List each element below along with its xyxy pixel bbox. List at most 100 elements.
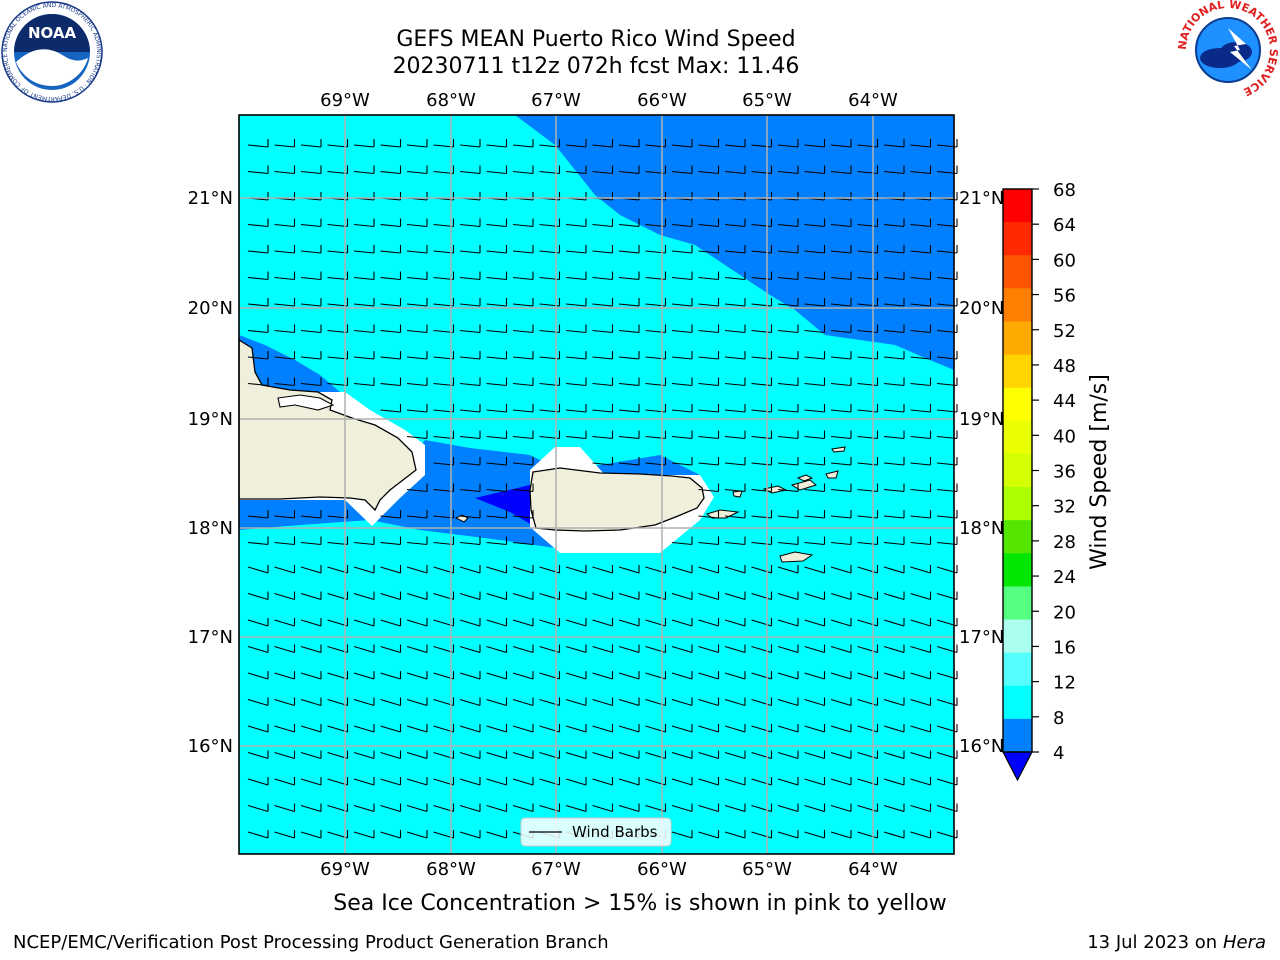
wind-barb <box>804 483 826 493</box>
wind-barb <box>910 618 932 627</box>
wind-barb <box>592 750 614 760</box>
colorbar-tick-label: 64 <box>1053 215 1076 236</box>
anegada-island <box>831 446 846 453</box>
colorbar-segment <box>1003 487 1032 521</box>
wind-barb <box>857 697 879 707</box>
wind-barb <box>459 430 481 440</box>
wind-barb <box>724 218 746 228</box>
wind-barb <box>618 803 640 813</box>
wind-barb <box>459 750 481 760</box>
wind-barb <box>592 218 614 228</box>
wind-barb <box>883 671 905 680</box>
wind-barb <box>380 324 402 334</box>
latitude-label: 16°N <box>188 736 233 757</box>
wind-barb <box>777 483 799 493</box>
wind-barb <box>857 536 879 546</box>
wind-barb <box>830 298 852 307</box>
wind-barb <box>247 298 269 307</box>
wind-barb <box>565 271 587 281</box>
wind-barb <box>380 271 402 281</box>
wind-barb <box>247 750 269 760</box>
wind-barb <box>274 351 296 360</box>
virgin-islands-virgin-gorda <box>825 470 839 479</box>
wind-barb <box>804 671 826 680</box>
wind-barb <box>512 618 534 627</box>
wind-barb <box>327 245 349 254</box>
wind-barb <box>512 271 534 281</box>
hispaniola-land <box>238 338 417 512</box>
wind-barb <box>406 245 428 254</box>
wind-barb <box>406 404 428 413</box>
wind-barb <box>486 644 508 654</box>
wind-barb <box>433 139 455 148</box>
wind-barb <box>910 351 932 360</box>
wind-barbs-layer <box>247 139 958 839</box>
wind-barb <box>406 777 428 786</box>
wind-barb <box>433 644 455 654</box>
wind-barb <box>512 803 534 813</box>
colorbar-tick-label: 20 <box>1053 602 1076 623</box>
wind-barb <box>512 644 534 654</box>
wind-barb <box>327 644 349 654</box>
wind-barb <box>830 697 852 707</box>
wind-barb <box>565 298 587 307</box>
wind-barb <box>459 830 481 839</box>
wind-barb <box>274 139 296 148</box>
wind-barb <box>406 644 428 654</box>
wind-barb <box>247 830 269 839</box>
wind-barb <box>380 351 402 360</box>
wind-barb <box>671 271 693 281</box>
latitude-label: 18°N <box>188 518 233 539</box>
wind-barb <box>459 457 481 466</box>
colorbar-tick-label: 48 <box>1053 356 1076 377</box>
wind-barb <box>883 377 905 387</box>
colorbar-segment <box>1003 553 1032 587</box>
wind-barb <box>777 324 799 334</box>
wind-barb <box>592 298 614 307</box>
wind-barb <box>910 565 932 574</box>
wind-barb <box>751 565 773 574</box>
wind-barb <box>777 830 799 839</box>
footer-host: Hera <box>1222 932 1266 953</box>
wind-barb <box>274 271 296 281</box>
wind-barb <box>724 697 746 707</box>
wind-barb <box>300 218 322 228</box>
wind-barb <box>459 803 481 813</box>
colorbar-segment <box>1003 520 1032 554</box>
wind-barb <box>459 404 481 413</box>
wind-barb <box>592 351 614 360</box>
wind-barb <box>883 351 905 360</box>
wind-barb <box>274 724 296 733</box>
wind-barb <box>565 377 587 387</box>
wind-barb <box>353 218 375 228</box>
wind-barb <box>724 139 746 148</box>
wind-barb <box>883 457 905 466</box>
wind-barb <box>433 218 455 228</box>
wind-barb <box>698 457 720 466</box>
wind-barb <box>857 139 879 148</box>
wind-barb <box>247 165 269 175</box>
wind-barb <box>433 165 455 175</box>
wind-barb <box>618 671 640 680</box>
wind-barb <box>724 245 746 254</box>
wind-barb <box>777 644 799 654</box>
wind-barb <box>353 298 375 307</box>
wind-barb <box>857 404 879 413</box>
wind-barb <box>274 377 296 387</box>
wind-barb <box>327 750 349 760</box>
wind-barb <box>751 724 773 733</box>
wind-barb <box>777 750 799 760</box>
wind-barb <box>830 324 852 334</box>
wind-barb <box>777 377 799 387</box>
wind-barb <box>512 671 534 680</box>
wind-barb <box>777 271 799 281</box>
wind-barb <box>486 483 508 493</box>
wind-barb <box>698 591 720 601</box>
wind-barb <box>618 218 640 228</box>
wind-barb <box>618 271 640 281</box>
wind-barb <box>618 404 640 413</box>
wind-barb <box>724 457 746 466</box>
wind-barb <box>883 218 905 228</box>
wind-barb <box>247 724 269 733</box>
wind-barb <box>751 618 773 627</box>
